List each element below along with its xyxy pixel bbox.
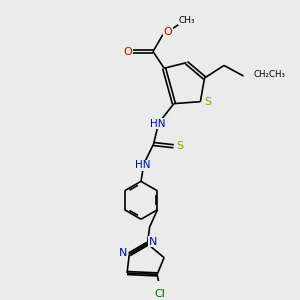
Text: S: S	[176, 141, 183, 151]
Text: O: O	[123, 46, 132, 56]
Text: N: N	[149, 236, 157, 247]
Text: CH₂CH₃: CH₂CH₃	[253, 70, 285, 79]
Text: S: S	[205, 97, 212, 107]
Text: HN: HN	[135, 160, 150, 170]
Text: O: O	[164, 27, 172, 37]
Text: N: N	[119, 248, 127, 258]
Text: CH₃: CH₃	[179, 16, 196, 25]
Text: Cl: Cl	[154, 290, 165, 299]
Text: HN: HN	[150, 119, 166, 129]
